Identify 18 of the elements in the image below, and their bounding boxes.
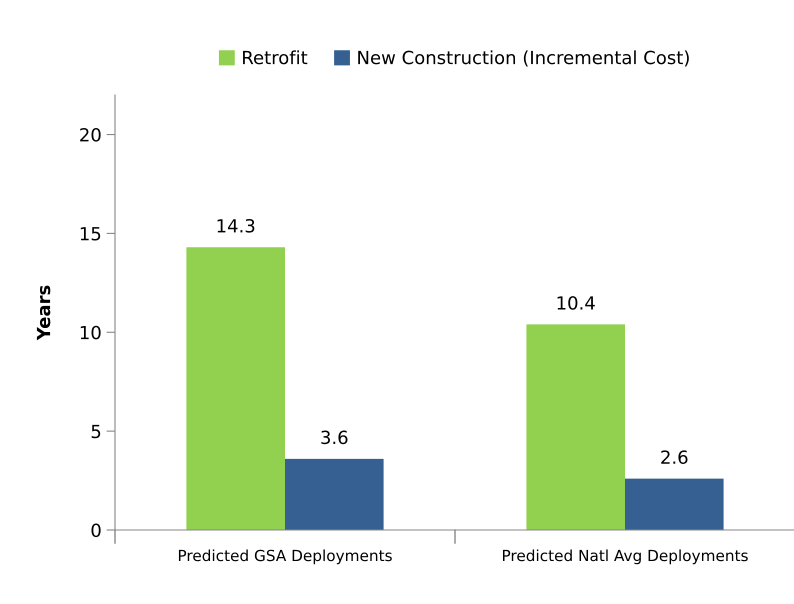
legend-label: New Construction (Incremental Cost) (358, 50, 689, 66)
bar (526, 324, 625, 530)
data-label: 14.3 (218, 218, 254, 233)
y-tick-label: 15 (80, 227, 100, 241)
y-tick-label: 0 (92, 523, 101, 538)
data-label: 10.4 (558, 296, 595, 310)
legend-label: Retrofit (243, 50, 308, 64)
bar (285, 458, 384, 530)
bar (625, 478, 724, 530)
x-tick-label: Predicted GSA Deployments (178, 549, 392, 564)
y-tick-label: 10 (80, 326, 101, 340)
bar (186, 247, 285, 530)
data-label: 2.6 (661, 450, 688, 464)
data-label: 3.6 (321, 430, 348, 444)
x-tick-label: Predicted Natl Avg Deployments (502, 549, 748, 564)
y-tick-label: 5 (92, 424, 100, 438)
y-tick-label: 20 (80, 128, 101, 142)
y-axis-title: Years (36, 286, 50, 340)
